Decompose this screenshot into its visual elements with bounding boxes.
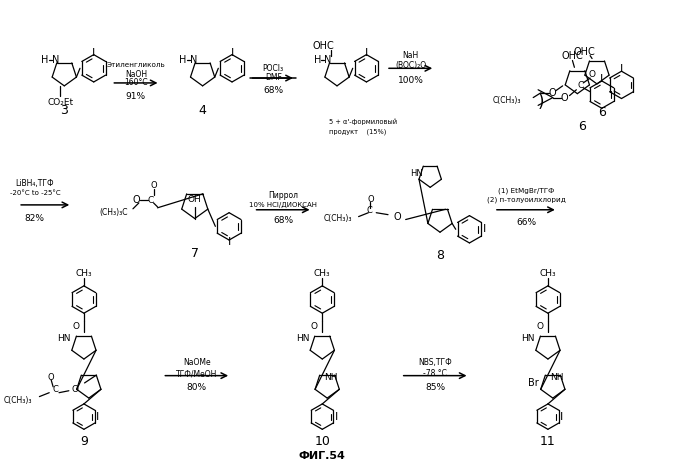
Text: C: C [147, 196, 154, 205]
Text: CH₃: CH₃ [314, 269, 331, 278]
Text: CH₃: CH₃ [540, 269, 556, 278]
Text: I: I [482, 224, 486, 234]
Text: 82%: 82% [25, 214, 45, 223]
Text: N: N [52, 56, 59, 66]
Text: 66%: 66% [517, 218, 536, 227]
Text: H: H [314, 56, 321, 66]
Text: O: O [48, 373, 55, 381]
Text: (1) EtMgBr/ТГФ: (1) EtMgBr/ТГФ [498, 187, 554, 194]
Text: 91%: 91% [126, 92, 146, 101]
Text: O: O [548, 88, 556, 98]
Text: HN: HN [296, 334, 310, 343]
Text: NaOMe: NaOMe [183, 358, 210, 368]
Text: 11: 11 [540, 435, 556, 448]
Text: HN: HN [57, 334, 71, 343]
Text: N: N [190, 56, 198, 66]
Text: 6: 6 [598, 106, 606, 119]
Text: 8: 8 [436, 249, 444, 262]
Text: 3: 3 [60, 104, 69, 117]
Text: Пиррол: Пиррол [268, 190, 298, 200]
Text: I: I [92, 48, 95, 58]
Text: O: O [393, 212, 401, 222]
Text: C: C [52, 385, 58, 394]
Text: NBS,ТГФ: NBS,ТГФ [418, 358, 452, 368]
Text: I: I [600, 74, 603, 84]
Text: O: O [589, 70, 596, 78]
Text: 7: 7 [191, 247, 199, 260]
Text: C(CH₃)₃: C(CH₃)₃ [323, 214, 352, 223]
Text: O: O [150, 181, 157, 190]
Text: OHC: OHC [573, 47, 595, 57]
Text: 100%: 100% [398, 77, 424, 85]
Text: 10% HCl/ДИОКСАН: 10% HCl/ДИОКСАН [249, 202, 317, 208]
Text: O: O [71, 385, 78, 394]
Text: NH: NH [324, 373, 338, 381]
Text: CH₃: CH₃ [75, 269, 92, 278]
Text: I: I [620, 64, 623, 74]
Text: 4: 4 [199, 104, 206, 117]
Text: 68%: 68% [273, 216, 293, 225]
Text: -78 °C: -78 °C [423, 369, 447, 378]
Text: продукт    (15%): продукт (15%) [329, 129, 387, 135]
Text: 160°C: 160°C [124, 78, 147, 87]
Text: O: O [73, 322, 80, 331]
Text: C: C [577, 81, 584, 90]
Text: H: H [180, 56, 187, 66]
Text: I: I [365, 48, 368, 58]
Text: I: I [227, 237, 231, 247]
Text: (2) п-толуоилхлорид: (2) п-толуоилхлорид [487, 197, 565, 203]
Text: C: C [366, 206, 373, 215]
Text: CO₂Et: CO₂Et [48, 98, 73, 107]
Text: O: O [537, 322, 544, 331]
Text: O: O [132, 195, 140, 205]
Text: NH: NH [549, 373, 563, 381]
Text: C(CH₃)₃: C(CH₃)₃ [493, 96, 521, 105]
Text: 5 + α'-формиловый: 5 + α'-формиловый [329, 119, 397, 125]
Text: NaOH: NaOH [125, 70, 147, 78]
Text: (CH₃)₃C: (CH₃)₃C [99, 208, 128, 217]
Text: 80%: 80% [187, 383, 207, 392]
Text: NaH: NaH [403, 51, 419, 60]
Text: I: I [334, 412, 338, 422]
Text: 68%: 68% [264, 86, 283, 95]
Text: Этиленгликоль: Этиленгликоль [106, 62, 165, 68]
Text: OHC: OHC [312, 41, 334, 51]
Text: OH: OH [188, 195, 201, 203]
Text: O: O [367, 195, 374, 203]
Text: H: H [41, 56, 48, 66]
Text: LiBH₄,ТГФ: LiBH₄,ТГФ [15, 179, 55, 188]
Text: 6: 6 [578, 120, 586, 133]
Text: O: O [561, 93, 568, 102]
Text: 10: 10 [315, 435, 330, 448]
Text: (BOC)₂O: (BOC)₂O [395, 61, 426, 70]
Text: ): ) [538, 94, 545, 112]
Text: HN: HN [410, 169, 423, 178]
Text: C(CH₃)₃: C(CH₃)₃ [4, 396, 33, 405]
Text: I: I [96, 412, 99, 422]
Text: I: I [560, 412, 563, 422]
Text: HN: HN [521, 334, 535, 343]
Text: Br: Br [528, 378, 539, 388]
Text: ФИГ.54: ФИГ.54 [299, 451, 346, 459]
Text: O: O [311, 322, 318, 331]
Text: OHC: OHC [561, 50, 584, 61]
Text: 85%: 85% [425, 383, 445, 392]
Text: N: N [324, 56, 332, 66]
Text: 9: 9 [80, 435, 88, 448]
Text: ТГФ/MeOH: ТГФ/MeOH [176, 369, 217, 378]
Text: I: I [231, 48, 233, 58]
Text: -20°C to -25°C: -20°C to -25°C [10, 190, 60, 196]
Text: POCl₃: POCl₃ [263, 64, 284, 73]
Text: DMF: DMF [265, 73, 282, 82]
